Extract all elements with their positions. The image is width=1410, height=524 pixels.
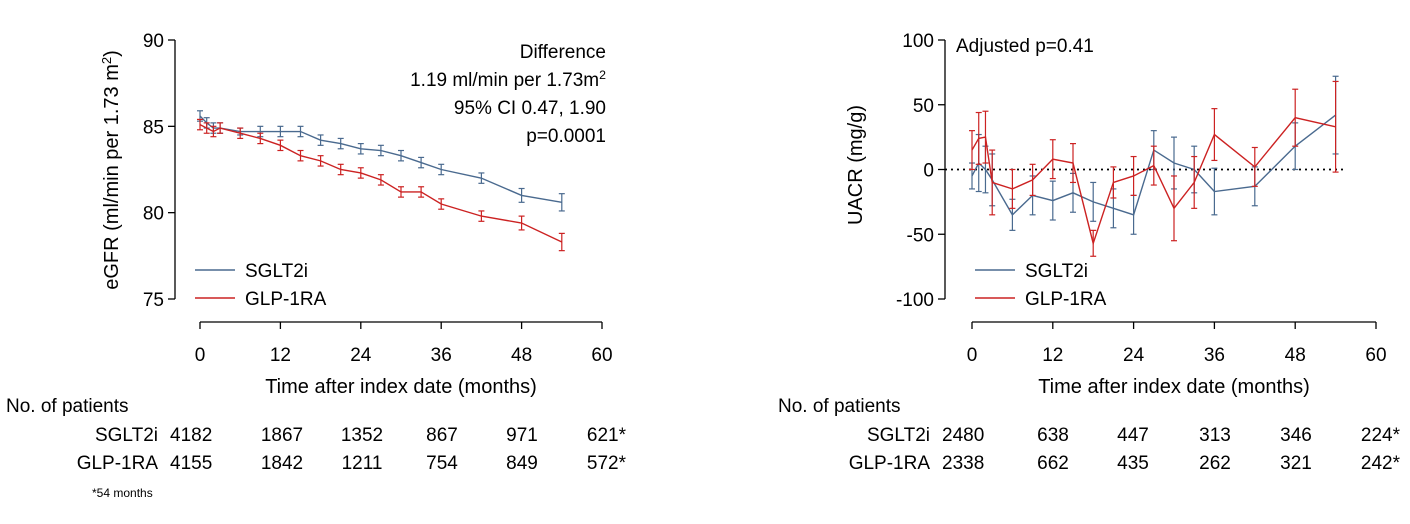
y-tick-label: 85	[143, 117, 164, 138]
patients-count: 638	[1037, 425, 1069, 446]
patients-row-label: GLP-1RA	[77, 453, 159, 474]
x-tick-label: 0	[967, 345, 978, 366]
patients-count: 4182	[170, 425, 212, 446]
patients-count: 2338	[942, 453, 984, 474]
patients-count: 447	[1117, 425, 1149, 446]
patients-table: No. of patients SGLT2i 4182 1867 1352 867 971 6…	[6, 396, 627, 474]
x-tick-label: 36	[1204, 345, 1225, 366]
x-tick-label: 12	[1042, 345, 1063, 366]
patients-count: 224*	[1361, 425, 1401, 446]
y-axis-label: eGFR (ml/min per 1.73 m2)	[99, 50, 124, 290]
patients-count: 321	[1280, 453, 1312, 474]
patients-header: No. of patients	[6, 396, 129, 417]
patients-count: 971	[506, 425, 538, 446]
patients-count: 1211	[342, 453, 383, 474]
y-tick-label: -100	[896, 290, 934, 311]
series-sglt2i	[197, 110, 565, 212]
patients-count: 849	[506, 453, 538, 474]
annotation-line: p=0.0001	[526, 126, 606, 147]
series-line	[971, 116, 1336, 246]
patients-count: 262	[1199, 453, 1231, 474]
x-tick-label: 60	[1365, 345, 1386, 366]
patients-count: 867	[426, 425, 458, 446]
patients-count: 435	[1117, 453, 1149, 474]
x-tick-label: 0	[195, 345, 206, 366]
patients-count: 662	[1037, 453, 1069, 474]
x-tick-label: 48	[1285, 345, 1306, 366]
patients-count: 346	[1280, 425, 1312, 446]
patients-count: 621*	[587, 425, 627, 446]
x-axis-label: Time after index date (months)	[265, 376, 537, 398]
y-tick-label: -50	[907, 225, 934, 246]
patients-count: 1867	[261, 425, 303, 446]
y-tick-label: 100	[902, 31, 934, 52]
patients-row-label: GLP-1RA	[849, 453, 931, 474]
series-line	[199, 123, 563, 243]
patients-row-label: SGLT2i	[95, 425, 158, 446]
legend-label: SGLT2i	[1025, 261, 1088, 282]
legend-label: SGLT2i	[245, 261, 308, 282]
y-tick-label: 0	[923, 161, 934, 182]
annotation-line: Adjusted p=0.41	[956, 36, 1094, 57]
annotation-line: 95% CI 0.47, 1.90	[454, 98, 606, 119]
patients-count: 572*	[587, 453, 627, 474]
series-line	[199, 115, 562, 203]
patients-header: No. of patients	[778, 396, 901, 417]
legend-label: GLP-1RA	[245, 289, 327, 310]
patients-count: 4155	[170, 453, 212, 474]
patients-table: No. of patients SGLT2i 2480 638 447 313 346 224…	[778, 396, 1401, 474]
patients-count: 242*	[1361, 453, 1401, 474]
patients-count: 754	[426, 453, 458, 474]
x-tick-label: 48	[511, 345, 532, 366]
legend-label: GLP-1RA	[1025, 289, 1107, 310]
patients-count: 313	[1199, 425, 1231, 446]
patients-count: 2480	[942, 425, 984, 446]
x-tick-label: 36	[431, 345, 452, 366]
patients-row-label: SGLT2i	[867, 425, 930, 446]
x-tick-label: 24	[1123, 345, 1145, 366]
y-tick-label: 75	[143, 290, 164, 311]
y-tick-label: 90	[143, 31, 164, 52]
series-glp-1ra	[197, 118, 565, 252]
x-tick-label: 60	[591, 345, 612, 366]
annotation-line: 1.19 ml/min per 1.73m2	[410, 68, 606, 91]
y-tick-label: 80	[143, 204, 164, 225]
footnote: *54 months	[92, 486, 153, 500]
patients-count: 1842	[261, 453, 303, 474]
series-glp-1ra	[969, 80, 1339, 257]
x-tick-label: 12	[270, 345, 291, 366]
patients-count: 1352	[341, 425, 383, 446]
x-tick-label: 24	[350, 345, 372, 366]
y-axis-label: UACR (mg/g)	[845, 105, 867, 225]
chart-panel-1: 75 80 85 90 0 12 24 36 48 60 Time after index date…	[6, 31, 627, 474]
annotation-line: Difference	[520, 42, 606, 63]
x-axis-label: Time after index date (months)	[1038, 376, 1310, 398]
chart-panel-2: -100 -50 0 50 100 0 12 24 36 48 60 Time after index…	[778, 31, 1401, 474]
y-tick-label: 50	[913, 96, 934, 117]
